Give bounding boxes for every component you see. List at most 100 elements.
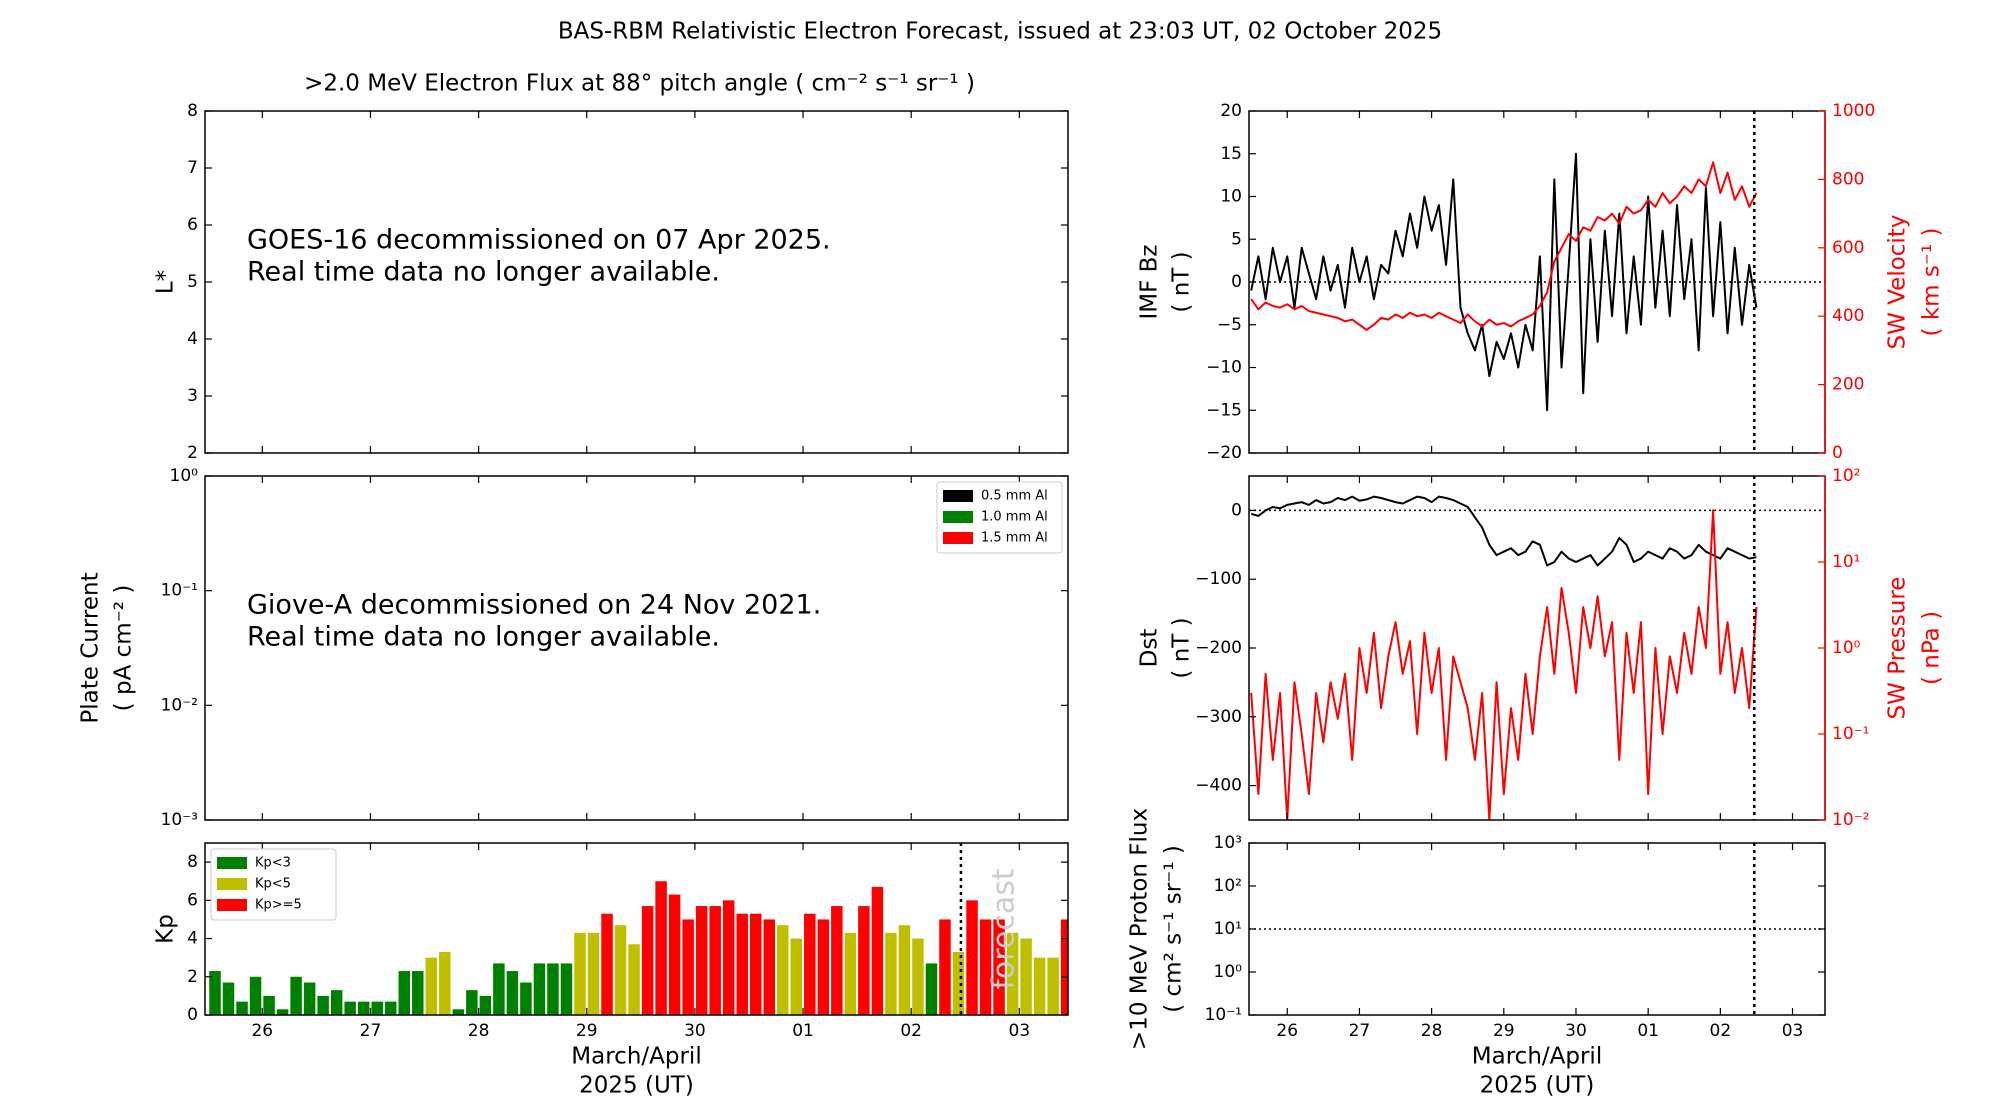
y-axis-label: IMF Bz <box>1137 244 1163 319</box>
kp-bar <box>466 990 478 1015</box>
x-tick-label: 29 <box>576 1021 598 1041</box>
legend-label: 1.0 mm Al <box>981 510 1048 525</box>
legend-label: 0.5 mm Al <box>981 489 1048 504</box>
y-tick-label: −100 <box>1195 569 1242 589</box>
y-tick-label: 8 <box>187 852 198 872</box>
kp-bar <box>722 900 735 1015</box>
y-tick-label: 10⁻¹ <box>1205 1005 1242 1025</box>
annotation: Real time data no longer available. <box>247 622 720 653</box>
annotation: Giove-A decommissioned on 24 Nov 2021. <box>247 590 821 621</box>
y-tick-label: 10⁻³ <box>161 810 198 830</box>
kp-bar <box>925 963 938 1015</box>
kp-bar <box>1006 932 1019 1015</box>
kp-bar <box>249 976 262 1015</box>
x-axis-label: 2025 (UT) <box>1480 1073 1595 1099</box>
y-tick-label: 2 <box>187 443 198 463</box>
y2-tick-label: 10¹ <box>1832 552 1860 572</box>
x-tick-label: 30 <box>684 1021 706 1041</box>
x-tick-label: 01 <box>792 1021 814 1041</box>
kp-bar <box>357 1001 370 1015</box>
y-tick-label: −400 <box>1195 776 1242 796</box>
y2-tick-label: 10⁰ <box>1832 638 1861 658</box>
y-tick-label: 8 <box>187 101 198 121</box>
y-tick-label: 15 <box>1220 144 1242 164</box>
kp-bar <box>317 995 329 1015</box>
x-tick-label: 03 <box>1009 1021 1031 1041</box>
y-axis-label: Kp <box>153 914 179 944</box>
plot-area <box>1249 476 1825 820</box>
kp-bar <box>831 906 843 1015</box>
kp-bar <box>844 932 857 1015</box>
kp-bar <box>520 982 532 1015</box>
y-tick-label: 0 <box>1231 500 1242 520</box>
x-tick-label: 02 <box>900 1021 922 1041</box>
series-line <box>1250 152 1758 412</box>
kp-bar <box>952 951 965 1015</box>
y-tick-label: 10⁰ <box>1214 962 1243 982</box>
y-tick-label: 10² <box>1214 876 1242 896</box>
x-tick-label: 02 <box>1710 1021 1732 1041</box>
legend-swatch <box>217 899 247 911</box>
y-tick-label: 3 <box>187 386 198 406</box>
y-tick-label: 2 <box>187 967 198 987</box>
legend-swatch <box>943 490 973 502</box>
kp-bar <box>303 982 316 1015</box>
panel-frame <box>204 475 1069 821</box>
x-tick-label: 28 <box>468 1021 490 1041</box>
panel-frame <box>204 842 1069 1016</box>
kp-bar <box>641 906 654 1015</box>
y2-axis-label: SW Pressure <box>1885 577 1911 720</box>
kp-bar <box>939 919 951 1015</box>
kp-bar <box>695 906 708 1015</box>
kp-bar <box>979 919 992 1015</box>
kp-bar <box>493 963 505 1015</box>
kp-bar <box>452 1009 465 1015</box>
y-tick-label: 0 <box>187 1005 198 1025</box>
kp-bar <box>898 925 911 1015</box>
kp-bar <box>1033 957 1046 1015</box>
legend-label: Kp>=5 <box>255 898 302 913</box>
y-tick-label: 4 <box>187 929 198 949</box>
y2-tick-label: 200 <box>1832 375 1864 395</box>
kp-bar <box>533 963 546 1015</box>
kp-bar <box>993 919 1005 1015</box>
series-line <box>1250 161 1758 331</box>
forecast-label: forecast <box>986 868 1021 990</box>
x-axis-label: 2025 (UT) <box>579 1073 694 1099</box>
legend-swatch <box>943 532 973 544</box>
legend-swatch <box>217 878 247 890</box>
kp-bar <box>276 1009 289 1015</box>
y-tick-label: 6 <box>187 215 198 235</box>
kp-bar <box>601 913 613 1015</box>
kp-bar <box>668 894 681 1015</box>
y2-tick-label: 0 <box>1832 443 1843 463</box>
x-tick-label: 01 <box>1637 1021 1659 1041</box>
y2-tick-label: 600 <box>1832 238 1864 258</box>
y2-tick-label: 10² <box>1832 466 1860 486</box>
kp-bar <box>871 886 884 1015</box>
kp-bar <box>344 1001 356 1015</box>
y-tick-label: −200 <box>1195 638 1242 658</box>
kp-bar <box>439 951 451 1015</box>
kp-bar <box>222 982 235 1015</box>
y-axis-label: L* <box>153 270 179 294</box>
kp-bar <box>587 932 600 1015</box>
y-tick-label: 10³ <box>1214 833 1242 853</box>
x-tick-label: 29 <box>1493 1021 1515 1041</box>
kp-bar <box>682 919 694 1015</box>
y-tick-label: 4 <box>187 329 198 349</box>
kp-bar <box>547 963 559 1015</box>
y-tick-label: 6 <box>187 890 198 910</box>
legend-swatch <box>217 857 247 869</box>
kp-bar <box>763 919 775 1015</box>
y-axis-label: ( cm² s⁻¹ sr⁻¹ ) <box>1161 845 1187 1013</box>
x-axis-label: March/April <box>571 1044 701 1070</box>
kp-bar <box>1060 919 1068 1015</box>
y-tick-label: −20 <box>1206 443 1242 463</box>
y-tick-label: 0 <box>1231 272 1242 292</box>
y2-tick-label: 10⁻² <box>1832 810 1869 830</box>
y-tick-label: −300 <box>1195 707 1242 727</box>
plot-area <box>209 843 1068 1015</box>
kp-bar <box>858 906 870 1015</box>
